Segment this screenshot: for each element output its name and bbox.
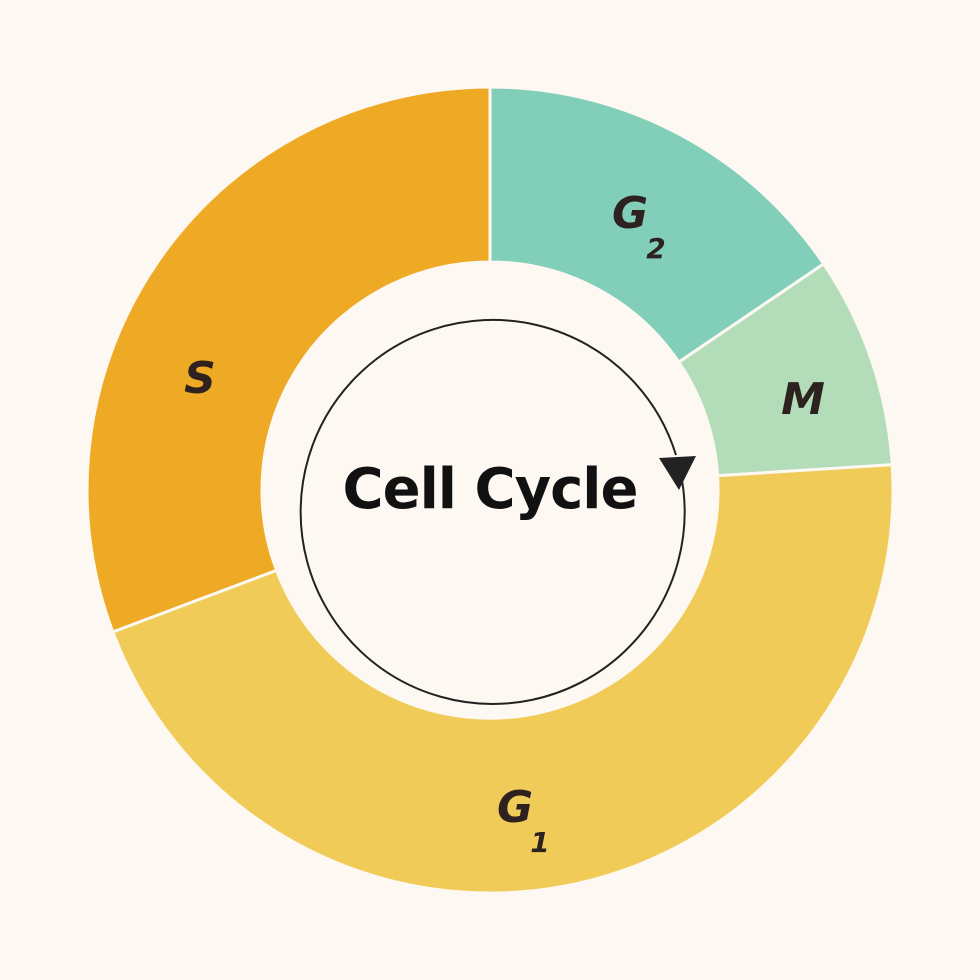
title: Cell Cycle [343, 457, 638, 522]
ring [85, 85, 895, 895]
phase-subscript: 1 [530, 826, 549, 859]
segment-s [85, 85, 492, 634]
segment-g1 [110, 463, 895, 895]
phase-label: G [497, 782, 533, 833]
phase-label: M [781, 374, 825, 425]
segment-g2 [488, 85, 826, 365]
cycle-arrowhead [659, 456, 696, 490]
phase-subscript: 2 [646, 232, 665, 265]
phase-label: G [612, 188, 648, 239]
cycle-arc [299, 318, 686, 705]
phase-label: S [184, 353, 216, 404]
center-disc [264, 264, 716, 716]
